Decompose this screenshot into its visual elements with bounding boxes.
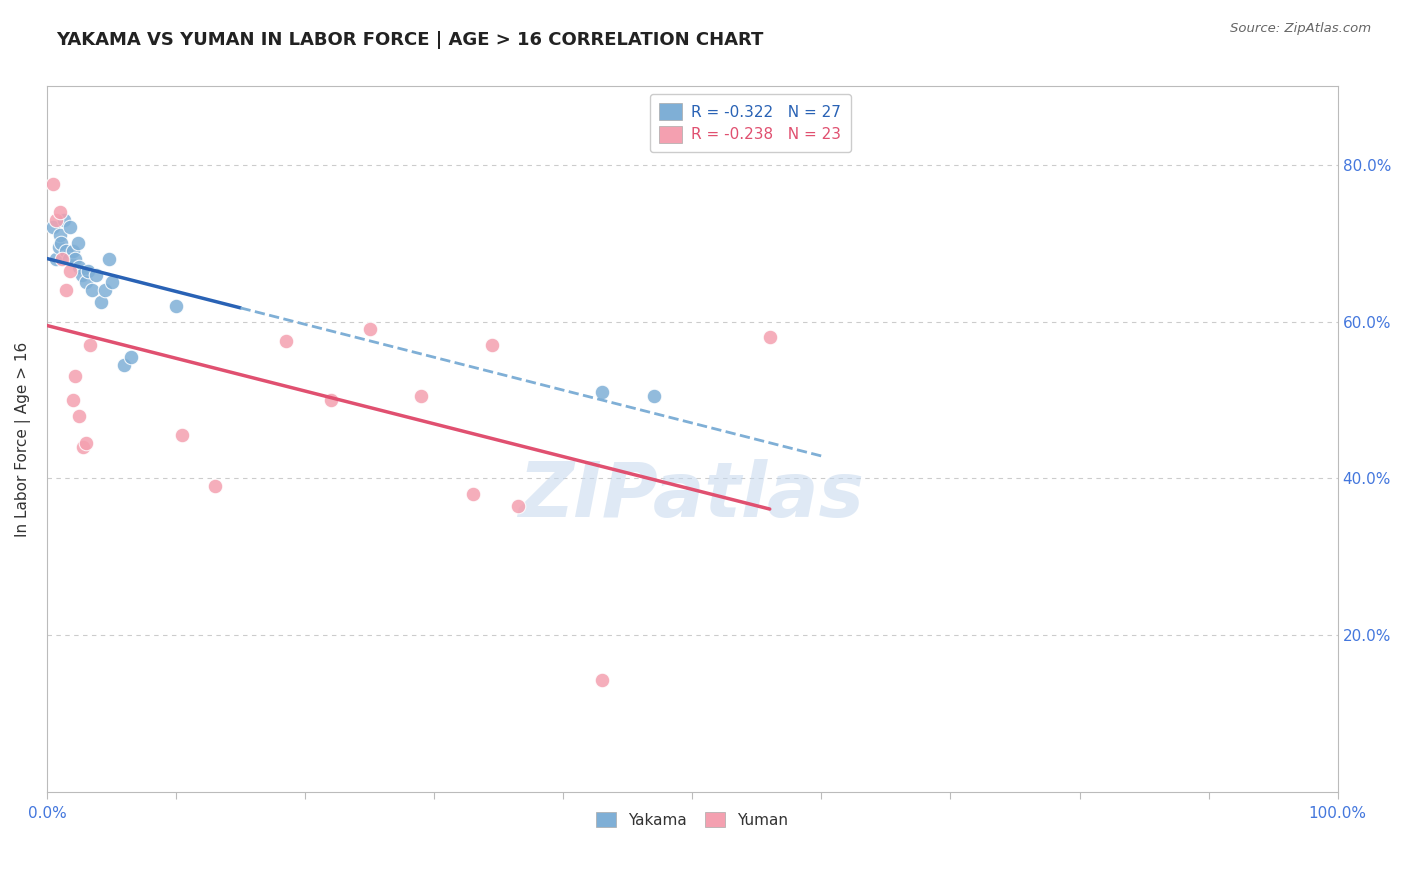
Point [204,479,226,493]
Point [461,487,484,501]
Point [48,240,70,254]
Point [75,436,97,450]
Point [77,263,100,277]
Point [51,236,73,251]
Point [49,228,72,243]
Point [70,268,93,282]
Point [58,252,80,266]
Point [62,392,84,407]
Point [65,369,87,384]
Point [67,409,90,423]
Point [591,385,613,400]
Text: Source: ZipAtlas.com: Source: ZipAtlas.com [1230,22,1371,36]
Point [82,283,104,297]
Point [62,244,84,258]
Point [319,392,342,407]
Point [591,673,613,687]
Point [112,358,135,372]
Legend: Yakama, Yuman: Yakama, Yuman [591,806,794,834]
Point [758,330,780,344]
Point [45,212,67,227]
Point [172,428,194,442]
Point [79,338,101,352]
Point [165,299,187,313]
Point [67,260,90,274]
Point [65,252,87,266]
Point [75,276,97,290]
Point [51,252,73,266]
Point [97,252,120,266]
Point [411,389,433,403]
Point [52,212,75,227]
Point [72,440,94,454]
Point [94,283,117,297]
Point [55,244,77,258]
Point [481,338,503,352]
Point [84,268,107,282]
Point [100,276,122,290]
Point [90,295,112,310]
Point [42,220,65,235]
Point [643,389,665,403]
Text: YAKAMA VS YUMAN IN LABOR FORCE | AGE > 16 CORRELATION CHART: YAKAMA VS YUMAN IN LABOR FORCE | AGE > 1… [56,31,763,49]
Point [42,178,65,192]
Point [59,263,82,277]
Point [55,283,77,297]
Point [120,350,142,364]
Point [66,236,89,251]
Y-axis label: In Labor Force | Age > 16: In Labor Force | Age > 16 [15,342,31,537]
Point [359,322,381,336]
Point [45,252,67,266]
Point [59,220,82,235]
Text: ZIPatlas: ZIPatlas [519,458,865,533]
Point [506,499,529,513]
Point [49,204,72,219]
Point [274,334,297,348]
